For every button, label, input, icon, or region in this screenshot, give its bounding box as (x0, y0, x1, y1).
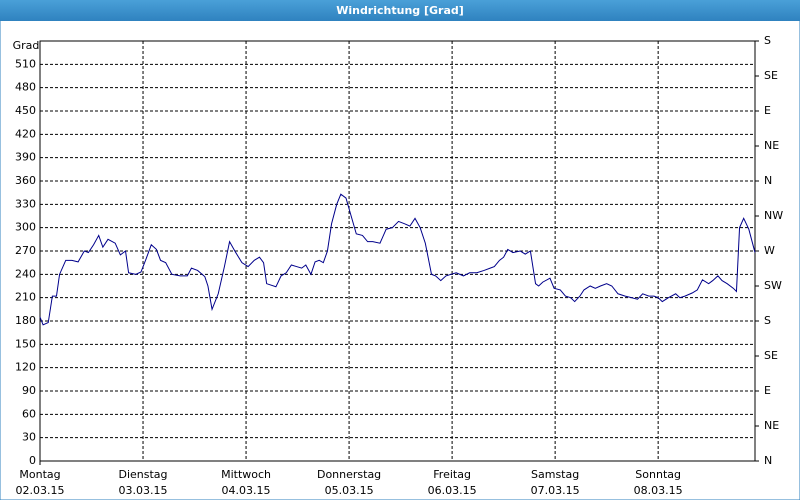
y2-tick-label: SW (764, 279, 782, 292)
y-axis-label: Grad (13, 39, 40, 52)
y-tick-label: 0 (29, 454, 36, 467)
x-tick-sublabel: 08.03.15 (634, 484, 683, 497)
y2-tick-label: NW (764, 209, 783, 222)
y-tick-label: 60 (22, 407, 36, 420)
y2-tick-label: S (764, 34, 771, 47)
y-tick-label: 270 (15, 244, 36, 257)
y2-tick-label: N (764, 454, 772, 467)
y-tick-label: 480 (15, 81, 36, 94)
x-tick-sublabel: 05.03.15 (325, 484, 374, 497)
y2-tick-label: SE (764, 69, 778, 82)
x-tick-sublabel: 03.03.15 (119, 484, 168, 497)
y-tick-label: 510 (15, 57, 36, 70)
y-tick-label: 420 (15, 127, 36, 140)
y-tick-label: 210 (15, 291, 36, 304)
y-tick-label: 120 (15, 361, 36, 374)
x-tick-sublabel: 07.03.15 (531, 484, 580, 497)
x-tick-label: Freitag (433, 468, 471, 481)
y2-tick-label: SE (764, 349, 778, 362)
y-tick-label: 300 (15, 221, 36, 234)
x-tick-sublabel: 06.03.15 (428, 484, 477, 497)
y-tick-label: 450 (15, 104, 36, 117)
y-tick-label: 360 (15, 174, 36, 187)
x-tick-label: Donnerstag (317, 468, 381, 481)
y-tick-label: 330 (15, 197, 36, 210)
x-tick-sublabel: 04.03.15 (222, 484, 271, 497)
y-tick-label: 150 (15, 337, 36, 350)
data-line (39, 193, 756, 326)
y2-tick-label: W (764, 244, 775, 257)
y2-tick-label: E (764, 384, 771, 397)
x-tick-label: Montag (19, 468, 60, 481)
x-tick-label: Sonntag (635, 468, 681, 481)
title-bar (0, 0, 800, 21)
x-tick-sublabel: 02.03.15 (16, 484, 65, 497)
chart-title: Windrichtung [Grad] (336, 4, 464, 17)
y-tick-label: 90 (22, 384, 36, 397)
y2-tick-label: NE (764, 139, 779, 152)
y2-tick-label: N (764, 174, 772, 187)
y-tick-label: 240 (15, 267, 36, 280)
x-tick-label: Samstag (531, 468, 579, 481)
x-tick-label: Mittwoch (221, 468, 271, 481)
y2-tick-label: NE (764, 419, 779, 432)
x-tick-label: Dienstag (119, 468, 168, 481)
y-tick-label: 30 (22, 431, 36, 444)
y-tick-label: 390 (15, 151, 36, 164)
y2-tick-label: E (764, 104, 771, 117)
y-tick-label: 180 (15, 314, 36, 327)
y2-tick-label: S (764, 314, 771, 327)
